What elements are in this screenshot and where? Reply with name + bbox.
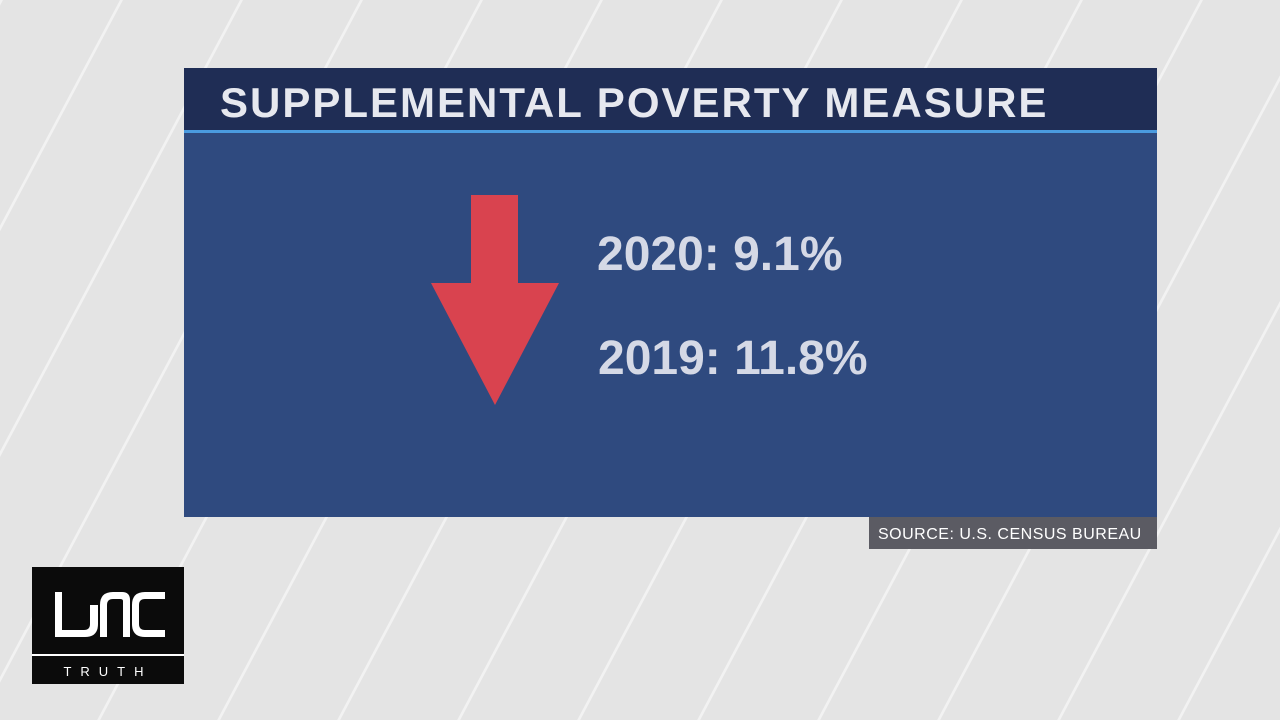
title: SUPPLEMENTAL POVERTY MEASURE: [220, 79, 1048, 126]
stat-line: 2019: 11.8%: [598, 332, 868, 385]
source-background: [869, 517, 1157, 549]
header-rule: [184, 130, 1157, 133]
logo: TRUTH: [32, 567, 184, 684]
source-text: SOURCE: U.S. CENSUS BUREAU: [878, 526, 1142, 543]
logo-mark: [55, 592, 98, 637]
logo-mark: [100, 592, 130, 637]
panel: SUPPLEMENTAL POVERTY MEASURE 2020: 9.1% …: [184, 68, 1157, 517]
panel-body: [184, 68, 1157, 517]
logo-rule: [32, 654, 184, 656]
logo-mark: [132, 592, 165, 637]
stat-line: 2020: 9.1%: [597, 228, 843, 281]
logo-subtitle: TRUTH: [63, 664, 152, 679]
down-arrow: [431, 195, 559, 405]
source-box: SOURCE: U.S. CENSUS BUREAU: [869, 517, 1157, 549]
panel-header: [184, 68, 1157, 131]
